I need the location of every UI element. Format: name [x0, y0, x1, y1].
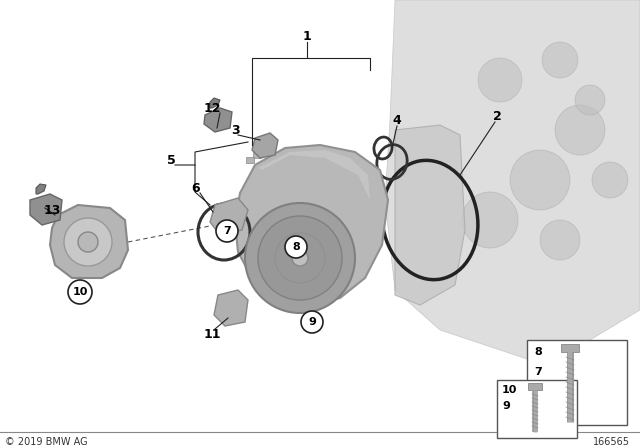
- Circle shape: [462, 192, 518, 248]
- Polygon shape: [50, 205, 128, 278]
- Circle shape: [540, 220, 580, 260]
- Polygon shape: [246, 157, 254, 163]
- Polygon shape: [210, 198, 248, 235]
- Text: 10: 10: [502, 385, 517, 395]
- Polygon shape: [36, 184, 46, 194]
- Circle shape: [285, 236, 307, 258]
- Circle shape: [510, 150, 570, 210]
- Polygon shape: [210, 98, 220, 108]
- Polygon shape: [204, 108, 232, 132]
- Circle shape: [64, 218, 112, 266]
- Circle shape: [478, 58, 522, 102]
- Circle shape: [542, 42, 578, 78]
- Polygon shape: [259, 147, 267, 153]
- Text: 4: 4: [392, 113, 401, 126]
- Circle shape: [245, 203, 355, 313]
- Text: 13: 13: [44, 203, 61, 216]
- Text: 9: 9: [502, 401, 510, 411]
- Circle shape: [592, 162, 628, 198]
- Text: 10: 10: [72, 287, 88, 297]
- Text: 6: 6: [192, 181, 200, 194]
- Text: 8: 8: [534, 347, 541, 357]
- Text: 11: 11: [204, 327, 221, 340]
- Bar: [561, 344, 579, 352]
- Polygon shape: [258, 150, 370, 200]
- Polygon shape: [253, 152, 261, 158]
- Text: 9: 9: [308, 317, 316, 327]
- Circle shape: [301, 311, 323, 333]
- Text: 7: 7: [223, 226, 231, 236]
- Polygon shape: [235, 145, 388, 305]
- Circle shape: [216, 220, 238, 242]
- Text: 12: 12: [204, 102, 221, 115]
- Polygon shape: [214, 290, 248, 326]
- Bar: [527, 340, 627, 425]
- Circle shape: [78, 232, 98, 252]
- Bar: [528, 383, 542, 390]
- Text: 166565: 166565: [593, 437, 630, 447]
- Circle shape: [292, 250, 308, 266]
- Polygon shape: [385, 0, 640, 360]
- Circle shape: [258, 216, 342, 300]
- Text: 2: 2: [493, 109, 501, 122]
- Text: 1: 1: [303, 30, 312, 43]
- Polygon shape: [30, 194, 62, 225]
- Text: © 2019 BMW AG: © 2019 BMW AG: [5, 437, 88, 447]
- Text: 7: 7: [534, 367, 541, 377]
- Circle shape: [68, 280, 92, 304]
- Circle shape: [575, 85, 605, 115]
- Text: 5: 5: [166, 155, 175, 168]
- Text: 8: 8: [292, 242, 300, 252]
- Bar: [497, 380, 577, 438]
- Polygon shape: [395, 125, 465, 305]
- Text: 3: 3: [232, 124, 240, 137]
- Polygon shape: [252, 133, 278, 158]
- Circle shape: [555, 105, 605, 155]
